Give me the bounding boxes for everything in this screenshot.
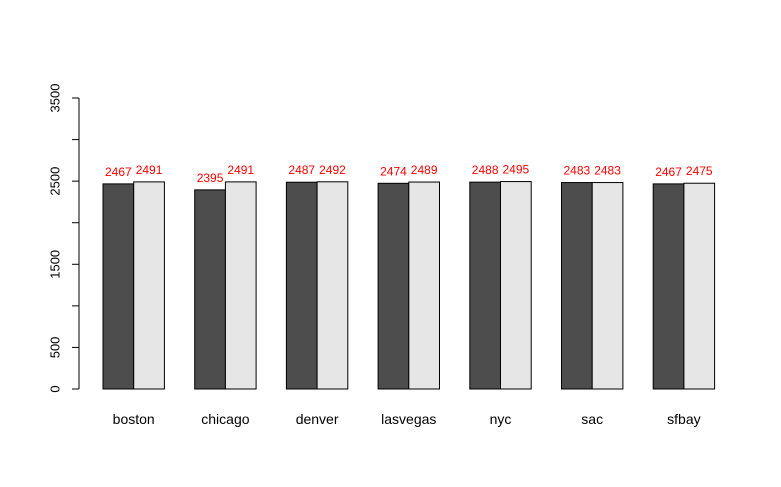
bar-denver-2 [316,181,349,390]
data-label-denver-1: 2487 [288,163,315,177]
bar-chicago-2 [224,181,257,390]
bar-nyc-2 [500,181,532,390]
bar-denver-1 [285,181,318,390]
data-label-denver-2: 2492 [319,163,346,177]
category-label-boston: boston [113,411,155,427]
bar-lasvegas-1 [377,182,410,390]
bar-boston-2 [133,181,165,390]
y-tick-label: 2500 [48,167,63,196]
bar-nyc-1 [469,181,501,390]
data-label-lasvegas-1: 2474 [380,164,407,178]
bar-sfbay-2 [683,182,716,390]
data-label-chicago-1: 2395 [197,171,224,185]
data-label-sac-1: 2483 [563,164,590,178]
y-tick-label: 1500 [48,250,63,279]
data-label-sfbay-2: 2475 [686,164,713,178]
category-label-sfbay: sfbay [667,411,700,427]
y-axis: 0 500 1500 2500 3500 [48,84,80,393]
category-labels: boston chicago denver lasvegas nyc sac sfbay [113,411,701,427]
bar-boston-1 [102,183,135,390]
data-label-lasvegas-2: 2489 [411,163,438,177]
data-label-nyc-1: 2488 [472,163,499,177]
data-label-boston-2: 2491 [136,163,163,177]
bar-sac-2 [591,182,624,390]
bar-sac-1 [561,182,593,390]
category-label-nyc: nyc [490,411,512,427]
y-tick-label: 0 [48,385,63,392]
data-label-chicago-2: 2491 [227,163,254,177]
bar-sfbay-1 [652,183,685,390]
y-tick-label: 3500 [48,84,63,113]
data-label-nyc-2: 2495 [502,163,529,177]
category-label-denver: denver [296,411,339,427]
bar-lasvegas-2 [408,181,440,390]
bars [102,181,716,390]
bar-chicago-1 [194,189,226,390]
category-label-chicago: chicago [201,411,249,427]
data-label-sac-2: 2483 [594,164,621,178]
category-label-sac: sac [581,411,603,427]
data-label-boston-1: 2467 [105,165,132,179]
data-label-sfbay-1: 2467 [655,165,682,179]
y-tick-label: 500 [48,337,63,359]
category-label-lasvegas: lasvegas [381,411,436,427]
